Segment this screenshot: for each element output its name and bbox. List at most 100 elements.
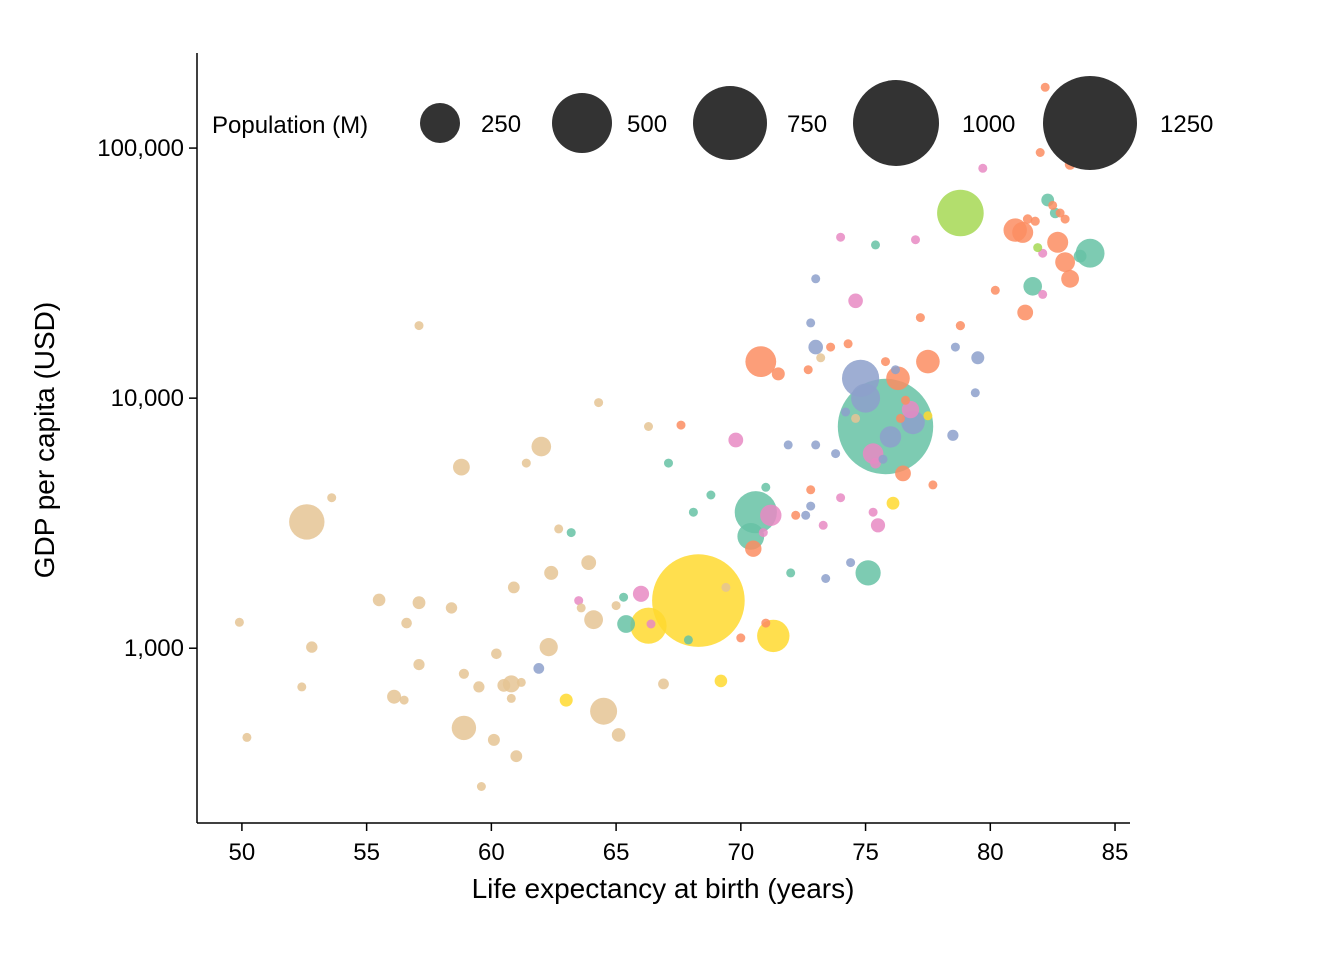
data-point	[1017, 304, 1034, 321]
data-point	[539, 638, 558, 657]
data-point	[891, 365, 900, 375]
data-point	[916, 349, 940, 374]
data-point	[576, 603, 586, 613]
data-point	[806, 318, 816, 328]
data-point	[590, 697, 618, 725]
data-point	[868, 507, 878, 517]
data-point	[458, 668, 469, 679]
data-point	[533, 663, 545, 674]
data-point	[531, 436, 552, 457]
data-point	[896, 413, 905, 423]
y-tick-label: 100,000	[97, 135, 184, 162]
data-point	[801, 510, 811, 520]
data-point	[506, 693, 516, 703]
data-point	[955, 321, 966, 331]
data-point	[399, 695, 409, 705]
data-point	[721, 582, 731, 592]
data-point	[911, 235, 920, 245]
data-point	[848, 293, 863, 309]
data-point	[617, 615, 635, 633]
data-point	[757, 619, 790, 653]
data-point	[521, 458, 531, 468]
data-point	[664, 458, 673, 468]
data-point	[510, 750, 523, 763]
data-point	[714, 674, 728, 688]
legend-size-key	[853, 80, 939, 166]
data-point	[1022, 214, 1033, 224]
data-point	[808, 339, 823, 355]
x-axis-ticks: 50 55 60 65 70 75 80 85	[229, 823, 1128, 866]
data-point	[574, 596, 584, 606]
data-point	[566, 528, 576, 538]
x-tick-label: 60	[478, 839, 505, 866]
data-point	[688, 507, 698, 517]
data-point	[970, 388, 980, 398]
data-point	[816, 353, 826, 363]
legend-size-label: 750	[787, 111, 827, 138]
data-point	[879, 426, 902, 448]
legend: Population (M) 250 500 750 1000 1250	[212, 76, 1213, 170]
data-point	[761, 618, 771, 628]
data-point	[923, 411, 933, 421]
data-point	[728, 432, 744, 448]
data-point	[771, 367, 785, 381]
data-point	[836, 493, 846, 503]
data-point	[886, 496, 900, 510]
legend-size-label: 500	[627, 111, 667, 138]
data-point	[818, 520, 828, 530]
data-point	[1060, 214, 1070, 224]
data-point	[1038, 289, 1048, 299]
x-tick-label: 50	[229, 839, 256, 866]
data-point	[870, 457, 881, 469]
data-point	[915, 313, 925, 323]
data-point	[487, 733, 500, 746]
data-point	[803, 365, 813, 375]
data-point	[646, 619, 656, 629]
data-point	[758, 528, 768, 538]
data-point	[821, 574, 831, 583]
data-point	[843, 339, 853, 349]
data-point	[745, 540, 762, 557]
data-point	[453, 458, 470, 476]
data-point	[611, 728, 626, 742]
data-point	[947, 429, 959, 441]
data-point	[990, 285, 1000, 295]
bubble-layer	[234, 82, 1105, 791]
data-point	[297, 682, 307, 692]
data-point	[516, 677, 526, 687]
data-point	[1055, 252, 1075, 272]
data-point	[289, 504, 325, 540]
data-point	[706, 490, 716, 500]
data-point	[871, 240, 880, 250]
data-point	[736, 633, 746, 643]
data-point	[327, 493, 337, 503]
data-point	[1061, 269, 1079, 288]
data-point	[584, 610, 603, 630]
x-tick-label: 65	[603, 839, 630, 866]
legend-title: Population (M)	[212, 112, 368, 139]
x-tick-label: 75	[852, 839, 879, 866]
data-point	[594, 398, 604, 408]
y-tick-label: 10,000	[111, 385, 184, 412]
data-point	[901, 395, 910, 405]
data-point	[826, 342, 836, 352]
data-point	[855, 560, 881, 586]
data-point	[559, 693, 573, 707]
data-point	[412, 596, 426, 610]
data-point	[632, 585, 650, 602]
y-tick-label: 1,000	[124, 635, 184, 662]
data-point	[242, 732, 252, 742]
data-point	[806, 485, 816, 495]
data-point	[791, 510, 801, 520]
data-point	[445, 602, 458, 614]
data-point	[846, 558, 856, 568]
y-axis-title: GDP per capita (USD)	[29, 302, 60, 578]
data-point	[811, 440, 821, 450]
data-point	[491, 648, 502, 660]
data-point	[473, 681, 485, 693]
data-point	[1040, 82, 1050, 92]
data-point	[760, 504, 782, 526]
data-point	[851, 413, 861, 423]
data-point	[507, 581, 520, 594]
